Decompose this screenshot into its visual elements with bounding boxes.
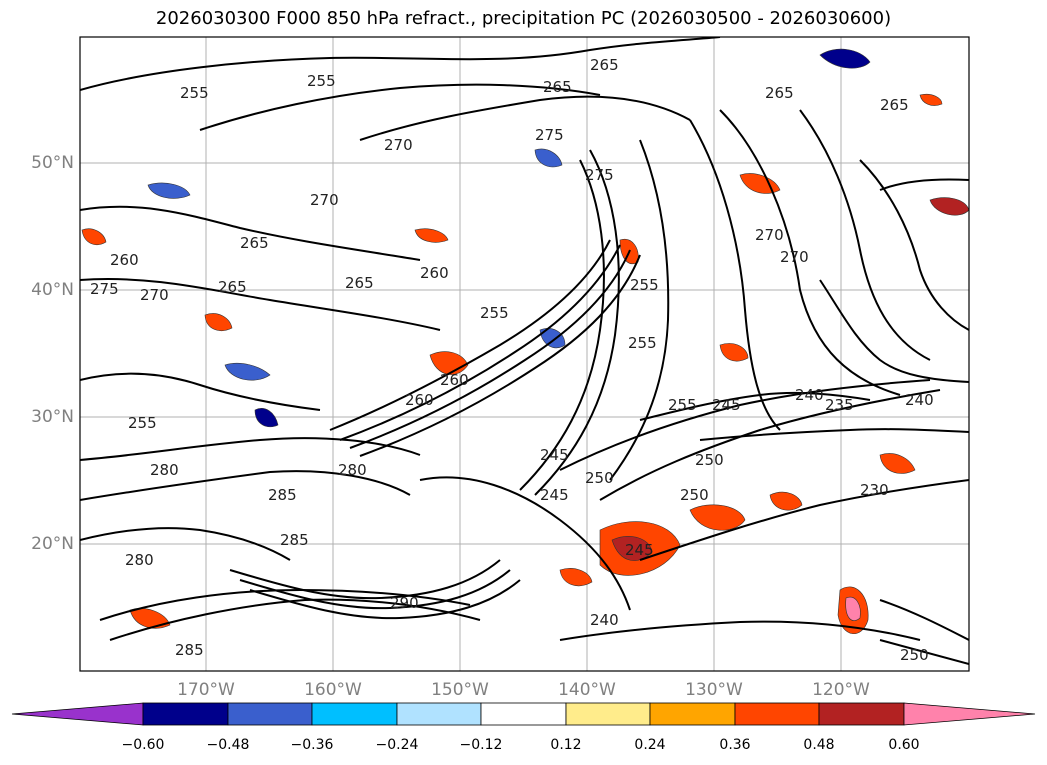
lat-label: 30°N [31, 407, 74, 427]
contour-label: 285 [280, 531, 309, 549]
contour-label: 255 [128, 414, 157, 432]
contour-label: 270 [310, 191, 339, 209]
contour-label: 240 [905, 391, 934, 409]
contour-label: 265 [543, 78, 572, 96]
colorbar-tick-label: −0.48 [206, 737, 250, 753]
contour-label: 235 [825, 396, 854, 414]
colorbar-tick-label: 0.12 [550, 737, 582, 753]
contour-label: 255 [630, 276, 659, 294]
colorbar-tick-label: 0.60 [888, 737, 920, 753]
colorbar-extend-right [903, 702, 1036, 726]
precipitation-shading [81, 48, 969, 635]
contour-label: 270 [755, 226, 784, 244]
contour-label: 245 [540, 486, 569, 504]
colorbar-extend-left [11, 702, 144, 726]
colorbar-tick-label: −0.60 [121, 737, 165, 753]
contour-label: 265 [765, 84, 794, 102]
contour-label: 255 [628, 334, 657, 352]
contour-label: 265 [345, 274, 374, 292]
contour-label: 270 [780, 248, 809, 266]
contour-label: 280 [150, 461, 179, 479]
lon-label: 140°W [558, 680, 616, 700]
lat-label: 50°N [31, 153, 74, 173]
contour-label: 255 [180, 84, 209, 102]
colorbar-tick-label: 0.36 [719, 737, 751, 753]
lat-label: 20°N [31, 534, 74, 554]
lon-label: 120°W [812, 680, 870, 700]
contour-label: 270 [384, 136, 413, 154]
contour-label: 240 [795, 386, 824, 404]
contour-label: 250 [695, 451, 724, 469]
contour-label: 265 [218, 278, 247, 296]
colorbar-tick-label: −0.36 [290, 737, 334, 753]
contour-label: 250 [680, 486, 709, 504]
contour-label: 265 [590, 56, 619, 74]
contour-label: 240 [590, 611, 619, 629]
contour-label: 255 [307, 72, 336, 90]
contour-label: 275 [535, 126, 564, 144]
contour-label: 260 [420, 264, 449, 282]
contour-label: 245 [712, 396, 741, 414]
contour-label: 250 [585, 469, 614, 487]
contour-label: 255 [480, 304, 509, 322]
colorbar [11, 702, 1036, 726]
contour-label: 230 [860, 481, 889, 499]
contour-label: 285 [175, 641, 204, 659]
map-title: 2026030300 F000 850 hPa refract., precip… [155, 8, 892, 29]
contour-label: 275 [90, 280, 119, 298]
colorbar-tick-label: −0.12 [459, 737, 503, 753]
colorbar-tick-label: 0.24 [634, 737, 666, 753]
contour-label: 270 [140, 286, 169, 304]
contour-label: 255 [668, 396, 697, 414]
contour-label: 260 [110, 251, 139, 269]
colorbar-tick-label: −0.24 [375, 737, 419, 753]
contour-label: 260 [440, 371, 469, 389]
lon-label: 130°W [685, 680, 743, 700]
contour-labels: 255 255 265 270 265 270 265 260 265 265 … [90, 56, 934, 664]
refractivity-contours [80, 37, 969, 665]
lon-label: 150°W [431, 680, 489, 700]
contour-label: 245 [540, 446, 569, 464]
lon-label: 160°W [304, 680, 362, 700]
lon-label: 170°W [177, 680, 235, 700]
contour-label: 260 [405, 391, 434, 409]
lat-label: 40°N [31, 280, 74, 300]
contour-label: 280 [125, 551, 154, 569]
contour-label: 275 [585, 166, 614, 184]
contour-label: 265 [240, 234, 269, 252]
contour-label: 280 [338, 461, 367, 479]
colorbar-tick-label: 0.48 [803, 737, 835, 753]
contour-label: 245 [625, 541, 654, 559]
contour-label: 290 [390, 594, 419, 612]
map-frame [79, 36, 970, 672]
contour-label: 265 [880, 96, 909, 114]
map-frame-bg [80, 37, 969, 671]
contour-label: 285 [268, 486, 297, 504]
contour-label: 250 [900, 646, 929, 664]
graticule [80, 37, 969, 671]
